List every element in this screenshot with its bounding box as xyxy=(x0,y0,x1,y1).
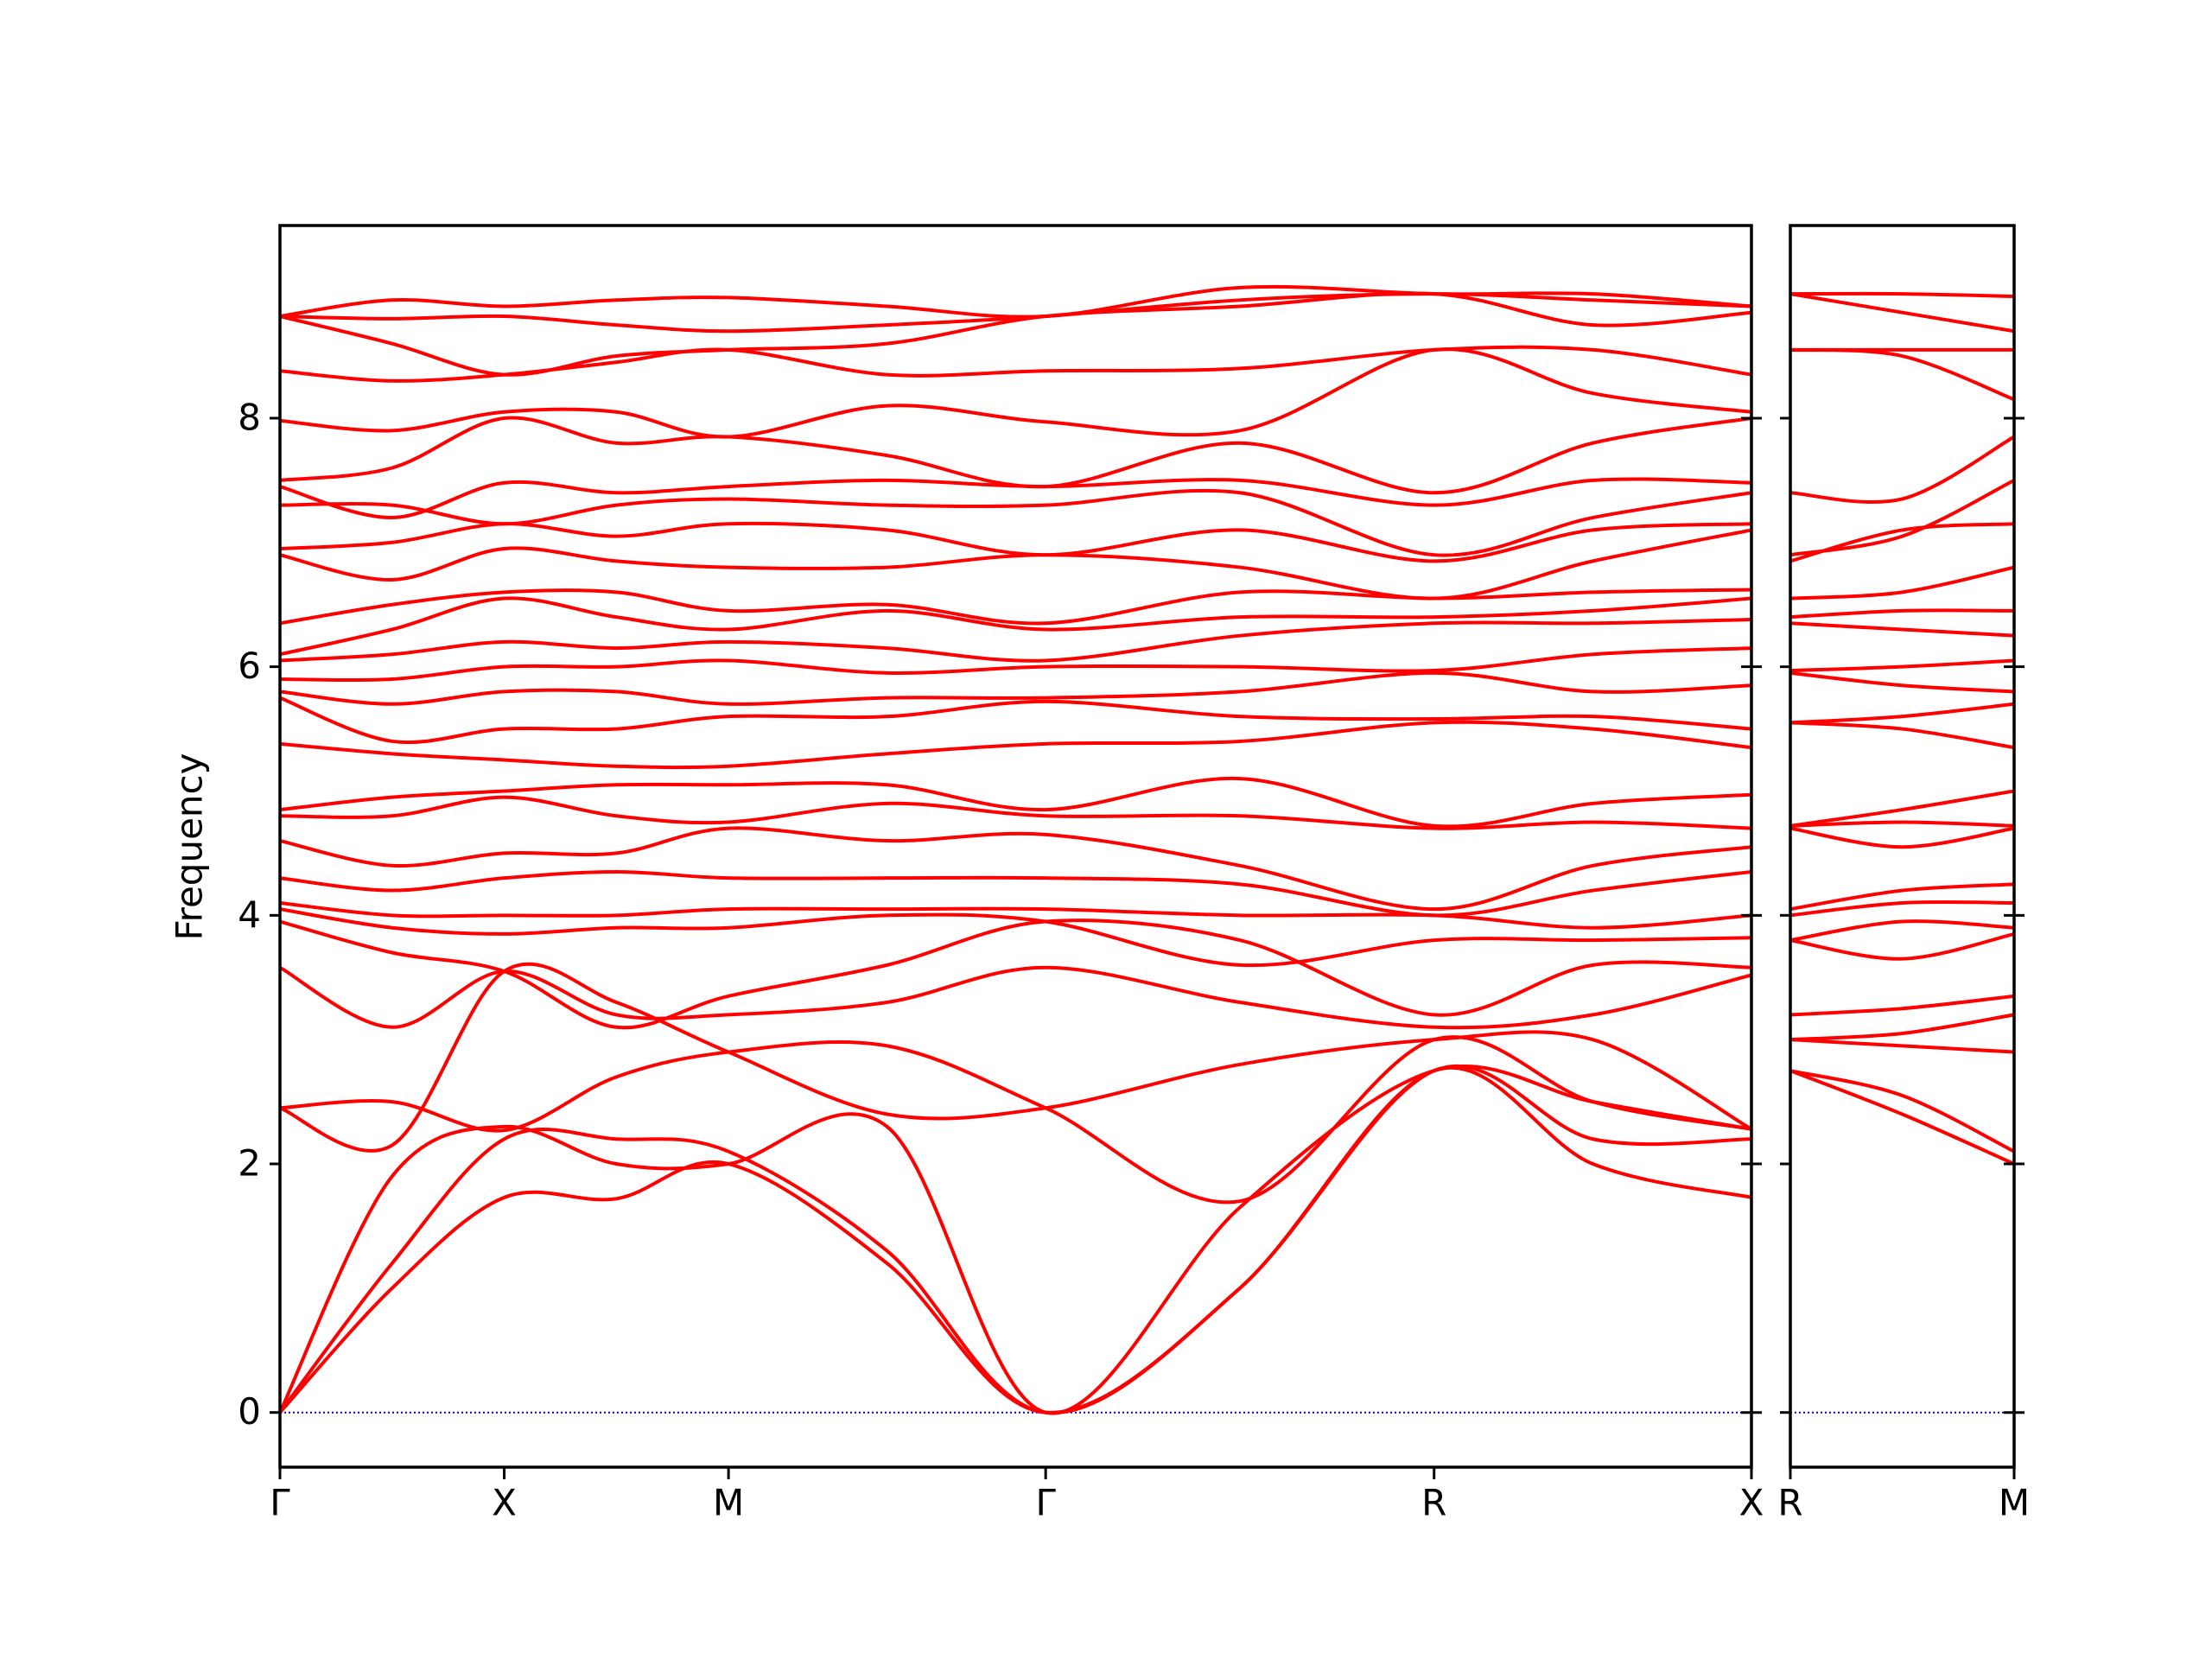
band xyxy=(1790,994,2014,1017)
x-tick-label: Γ xyxy=(270,1482,290,1524)
y-tick-label: 4 xyxy=(238,893,261,936)
axes-frame xyxy=(1789,224,2016,1469)
x-tick-label: X xyxy=(492,1482,517,1524)
y-tick-label: 6 xyxy=(238,645,261,687)
y-axis-label: Frequency xyxy=(168,753,211,941)
band xyxy=(1790,291,2014,298)
band xyxy=(1790,565,2014,601)
band xyxy=(280,776,1751,829)
band xyxy=(280,528,1751,601)
band xyxy=(280,900,1751,930)
band xyxy=(1790,347,2014,402)
y-tick-label: 2 xyxy=(238,1142,261,1185)
band xyxy=(280,1064,1751,1415)
band xyxy=(1790,919,2014,943)
band xyxy=(280,795,1751,830)
band xyxy=(280,671,1751,706)
band xyxy=(1790,721,2014,750)
band xyxy=(280,345,1751,383)
band xyxy=(1790,522,2014,563)
x-tick-label: M xyxy=(713,1482,744,1524)
x-tick-label: X xyxy=(1739,1482,1764,1524)
band xyxy=(1790,435,2014,505)
band xyxy=(1790,789,2014,828)
band xyxy=(280,907,1751,968)
band xyxy=(1790,608,2014,620)
band xyxy=(1790,479,2014,557)
band xyxy=(280,347,1751,439)
y-tick-label: 8 xyxy=(238,396,261,438)
axes-frame xyxy=(278,224,1753,1469)
band xyxy=(280,869,1751,918)
band xyxy=(280,696,1751,745)
band xyxy=(280,1035,1751,1205)
band xyxy=(1790,1069,2014,1166)
band xyxy=(280,617,1751,663)
band xyxy=(280,826,1751,912)
band xyxy=(280,488,1751,557)
band xyxy=(1790,1069,2014,1154)
band xyxy=(1790,826,2014,849)
band xyxy=(1790,292,2014,334)
band xyxy=(1790,1013,2014,1042)
x-tick-label: R xyxy=(1421,1482,1446,1524)
plot-area xyxy=(280,284,1751,1415)
x-tick-label: R xyxy=(1777,1482,1802,1524)
band xyxy=(280,646,1751,683)
y-tick-label: 0 xyxy=(238,1390,261,1433)
band xyxy=(280,284,1751,319)
band xyxy=(1790,820,2014,828)
x-tick-label: Γ xyxy=(1035,1482,1056,1524)
band xyxy=(280,588,1751,626)
band xyxy=(1790,882,2014,912)
band xyxy=(280,416,1751,495)
band xyxy=(1790,899,2014,918)
plot-area xyxy=(1790,291,2014,1414)
band xyxy=(280,291,1751,377)
band xyxy=(1790,702,2014,725)
band xyxy=(280,477,1751,520)
band xyxy=(280,596,1751,657)
band xyxy=(1790,671,2014,694)
band xyxy=(280,1064,1751,1415)
band xyxy=(280,965,1751,1030)
band xyxy=(1790,658,2014,672)
x-tick-label: M xyxy=(1999,1482,2030,1524)
band xyxy=(1790,1038,2014,1054)
band xyxy=(280,1065,1751,1414)
band xyxy=(1790,621,2014,638)
band xyxy=(280,962,1751,1153)
band xyxy=(1790,931,2014,961)
band xyxy=(280,918,1751,1030)
band xyxy=(280,720,1751,770)
